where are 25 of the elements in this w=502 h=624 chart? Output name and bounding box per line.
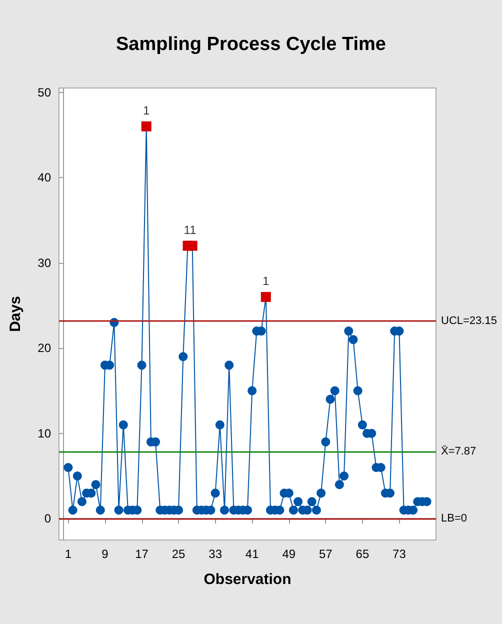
ref-line-label: X̄=7.87 <box>441 444 476 458</box>
annotation: 1 <box>143 103 150 118</box>
chart-title: Sampling Process Cycle Time <box>116 34 386 55</box>
y-tick-label: 0 <box>44 512 52 526</box>
y-axis-title: Days <box>7 296 24 332</box>
x-tick-label: 41 <box>245 547 260 561</box>
x-tick-label: 49 <box>282 547 296 561</box>
annotation: 1 <box>262 274 270 288</box>
y-tick-label: 20 <box>38 341 52 356</box>
y-tick-label: 50 <box>38 85 52 100</box>
annotation: 11 <box>184 222 197 237</box>
y-tick-label: 40 <box>38 170 52 185</box>
x-tick-label: 25 <box>172 547 186 561</box>
x-tick-label: 65 <box>356 547 370 561</box>
x-tick-label: 1 <box>64 547 72 561</box>
ref-line-label: UCL=23.15 <box>441 315 497 328</box>
ref-line-label: LB=0 <box>441 512 467 525</box>
x-tick-label: 73 <box>392 547 406 561</box>
x-tick-label: 9 <box>102 547 109 561</box>
x-axis-title: Observation <box>204 571 292 588</box>
y-tick-label: 30 <box>38 256 52 270</box>
y-tick-label: 10 <box>38 426 52 440</box>
x-tick-label: 33 <box>208 547 222 561</box>
x-tick-label: 57 <box>318 547 333 561</box>
x-tick-label: 17 <box>135 547 149 561</box>
